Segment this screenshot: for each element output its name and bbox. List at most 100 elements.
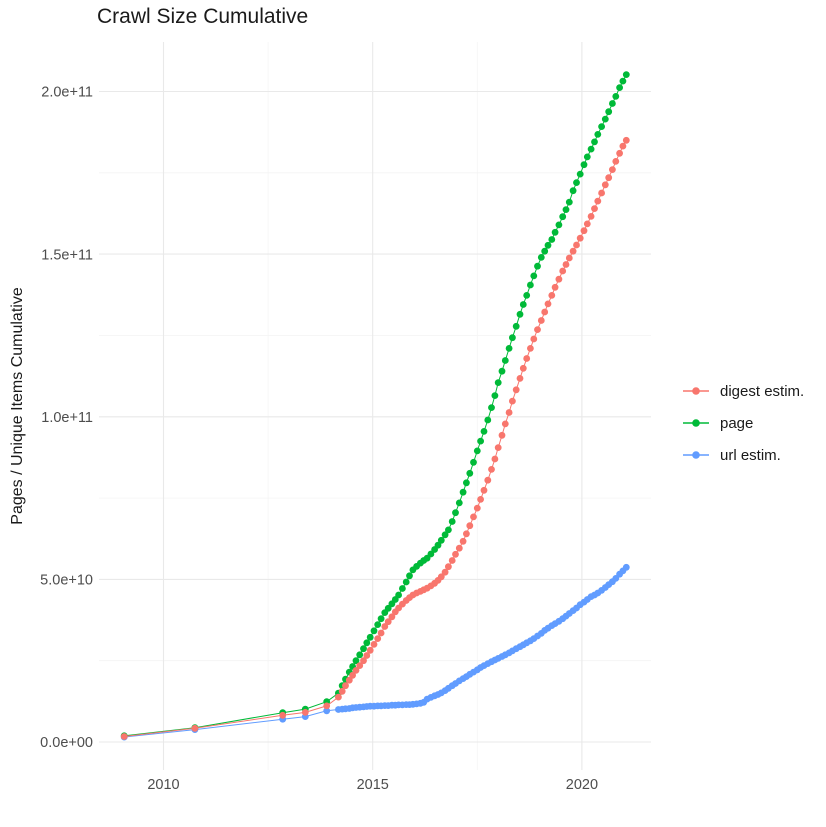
legend-key-page-icon: [683, 419, 709, 427]
data-point: [374, 621, 382, 628]
data-point: [488, 404, 495, 411]
data-point: [352, 667, 360, 674]
data-point: [480, 428, 488, 435]
data-point: [551, 228, 559, 236]
data-point: [619, 77, 627, 85]
data-point: [594, 197, 602, 205]
data-point: [601, 115, 609, 123]
data-point: [598, 189, 605, 197]
data-point: [609, 100, 616, 107]
data-point: [612, 158, 620, 165]
data-point: [384, 618, 392, 626]
data-point: [356, 662, 364, 669]
data-point: [587, 213, 595, 220]
data-point: [594, 131, 602, 138]
x-tick-label: 2015: [357, 777, 389, 793]
data-point: [616, 149, 623, 157]
data-point: [534, 262, 541, 270]
x-tick-label: 2010: [147, 777, 179, 793]
legend-item-page: page: [681, 407, 804, 439]
data-point: [583, 220, 591, 228]
data-point: [622, 136, 630, 144]
data-point: [494, 379, 502, 386]
data-point: [591, 138, 598, 146]
data-point: [370, 627, 378, 635]
data-point: [366, 646, 374, 654]
data-point: [523, 292, 531, 299]
data-point: [548, 236, 556, 243]
data-point: [601, 181, 609, 189]
data-point: [598, 123, 605, 130]
data-point: [377, 629, 385, 637]
data-point: [120, 733, 128, 740]
data-point: [519, 364, 527, 372]
data-point: [463, 530, 470, 538]
data-point: [374, 635, 382, 642]
data-point: [622, 71, 630, 78]
data-point: [470, 458, 477, 466]
y-axis-title: Pages / Unique Items Cumulative: [9, 287, 26, 525]
data-point: [609, 166, 616, 174]
data-point: [406, 572, 413, 580]
y-tick-label: 2.0e+11: [41, 85, 93, 101]
data-point: [345, 676, 353, 684]
data-point: [363, 652, 371, 659]
data-point: [576, 234, 584, 242]
minor-gridlines: [99, 42, 651, 770]
chart-title: Crawl Size Cumulative: [97, 5, 309, 28]
data-point: [527, 345, 534, 352]
data-point: [534, 326, 541, 333]
data-point: [498, 431, 506, 439]
data-point: [494, 444, 502, 451]
data-point: [569, 187, 577, 195]
data-point: [434, 541, 442, 549]
data-point: [488, 466, 495, 473]
data-point: [544, 300, 552, 308]
data-point: [477, 437, 484, 445]
data-point: [473, 447, 481, 455]
data-point: [591, 205, 598, 213]
data-point: [523, 355, 531, 362]
data-point: [516, 375, 524, 382]
y-tick-labels: 0.0e+00 5.0e+10 1.0e+11 1.5e+11 2.0e+11: [40, 85, 93, 752]
data-point: [537, 317, 545, 324]
series-page: [120, 71, 630, 740]
data-point: [448, 518, 456, 525]
y-tick-label: 1.5e+11: [41, 247, 93, 263]
data-point: [466, 522, 474, 530]
legend-item-url-estim: url estim.: [681, 439, 804, 471]
data-point: [562, 206, 570, 214]
data-point: [399, 585, 406, 592]
data-point: [501, 357, 509, 364]
data-point: [565, 198, 573, 206]
data-point: [544, 241, 552, 249]
data-point: [427, 550, 435, 558]
data-point: [395, 591, 402, 599]
data-point: [338, 687, 346, 695]
data-point: [437, 536, 445, 544]
data-point: [480, 486, 488, 494]
data-point: [335, 693, 342, 701]
data-point: [459, 488, 467, 496]
data-point: [455, 499, 463, 507]
data-point: [360, 645, 367, 653]
data-point: [452, 509, 459, 517]
data-point: [583, 153, 591, 161]
data-point: [459, 537, 467, 545]
data-point: [516, 310, 524, 318]
data-point: [527, 281, 534, 289]
y-tick-label: 5.0e+10: [40, 573, 93, 589]
data-point: [512, 322, 520, 330]
data-point: [448, 557, 456, 564]
data-point: [323, 702, 331, 710]
data-point: [477, 496, 484, 503]
data-point: [366, 633, 374, 641]
data-point: [501, 420, 509, 428]
data-point: [323, 707, 331, 715]
data-point: [555, 221, 563, 229]
data-point: [551, 283, 559, 291]
data-point: [580, 227, 588, 235]
data-point: [484, 416, 492, 424]
data-point: [498, 367, 506, 375]
